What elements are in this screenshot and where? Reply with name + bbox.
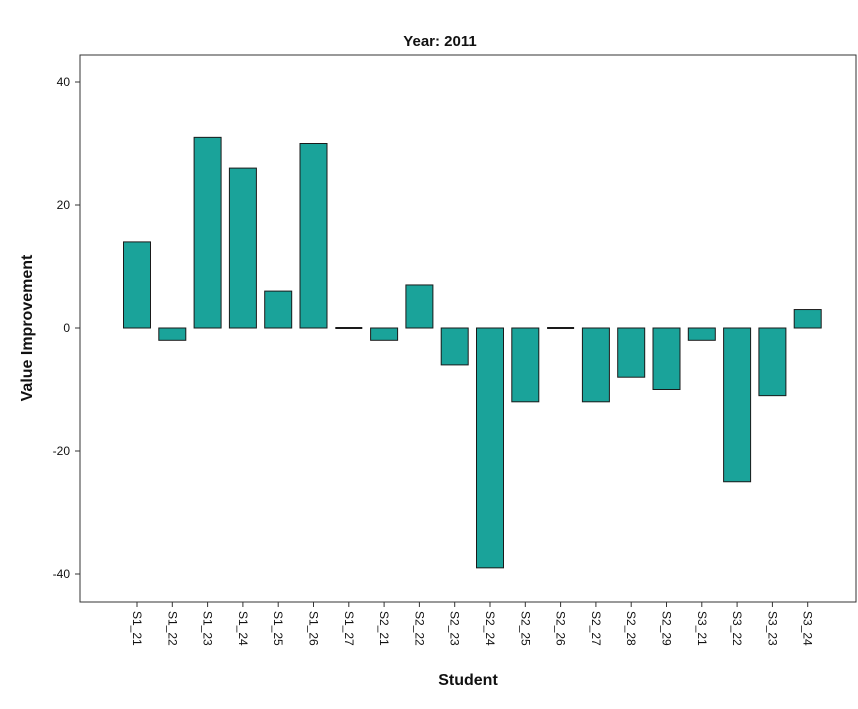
y-axis-label: Value Improvement <box>19 254 36 401</box>
x-tick-label: S3_24 <box>801 611 815 646</box>
y-tick-label: -40 <box>53 567 71 581</box>
bar <box>405 284 434 329</box>
bar <box>687 327 716 341</box>
x-tick-label: S1_23 <box>201 611 215 646</box>
x-tick-label: S1_24 <box>236 611 250 646</box>
x-tick-label: S1_21 <box>130 611 144 646</box>
bar <box>511 327 540 403</box>
y-tick-label: -20 <box>53 444 71 458</box>
y-tick-label: 0 <box>63 321 70 335</box>
bar <box>299 143 328 329</box>
x-axis: S1_21 S1_22 S1_23 S1_24 S1_25 S1_26 S1_27 S2_21… <box>130 602 815 646</box>
bars <box>123 136 822 569</box>
bar <box>652 327 681 390</box>
bar <box>617 327 646 378</box>
x-tick-label: S3_23 <box>765 611 779 646</box>
x-tick-label: S2_22 <box>412 611 426 646</box>
bar <box>370 327 399 341</box>
bar <box>228 167 257 329</box>
x-axis-label: Student <box>438 672 498 689</box>
x-tick-label: S2_21 <box>377 611 391 646</box>
y-axis: 40 20 0 -20 -40 <box>53 75 80 581</box>
x-tick-label: S3_21 <box>695 611 709 646</box>
bar <box>158 327 187 341</box>
bar <box>123 241 151 329</box>
y-tick-label: 20 <box>57 198 71 212</box>
bar <box>758 327 787 397</box>
bar <box>476 327 504 569</box>
x-tick-label: S1_26 <box>307 611 321 646</box>
chart-title: Year: 2011 <box>403 33 476 50</box>
bar <box>793 309 822 329</box>
bar <box>193 136 222 329</box>
x-tick-label: S2_27 <box>589 611 603 646</box>
bar <box>723 327 752 483</box>
y-tick-label: 40 <box>57 75 71 89</box>
bar <box>440 327 469 366</box>
bar <box>581 327 610 403</box>
x-tick-label: S3_22 <box>730 611 744 646</box>
x-tick-label: S2_28 <box>624 611 638 646</box>
x-tick-label: S1_27 <box>342 611 356 646</box>
x-tick-label: S1_22 <box>165 611 179 646</box>
x-tick-label: S2_26 <box>554 611 568 646</box>
x-tick-label: S2_25 <box>518 611 532 646</box>
x-tick-label: S1_25 <box>271 611 285 646</box>
bar <box>264 290 293 329</box>
x-tick-label: S2_23 <box>448 611 462 646</box>
x-tick-label: S2_24 <box>483 611 497 646</box>
x-tick-label: S2_29 <box>660 611 674 646</box>
